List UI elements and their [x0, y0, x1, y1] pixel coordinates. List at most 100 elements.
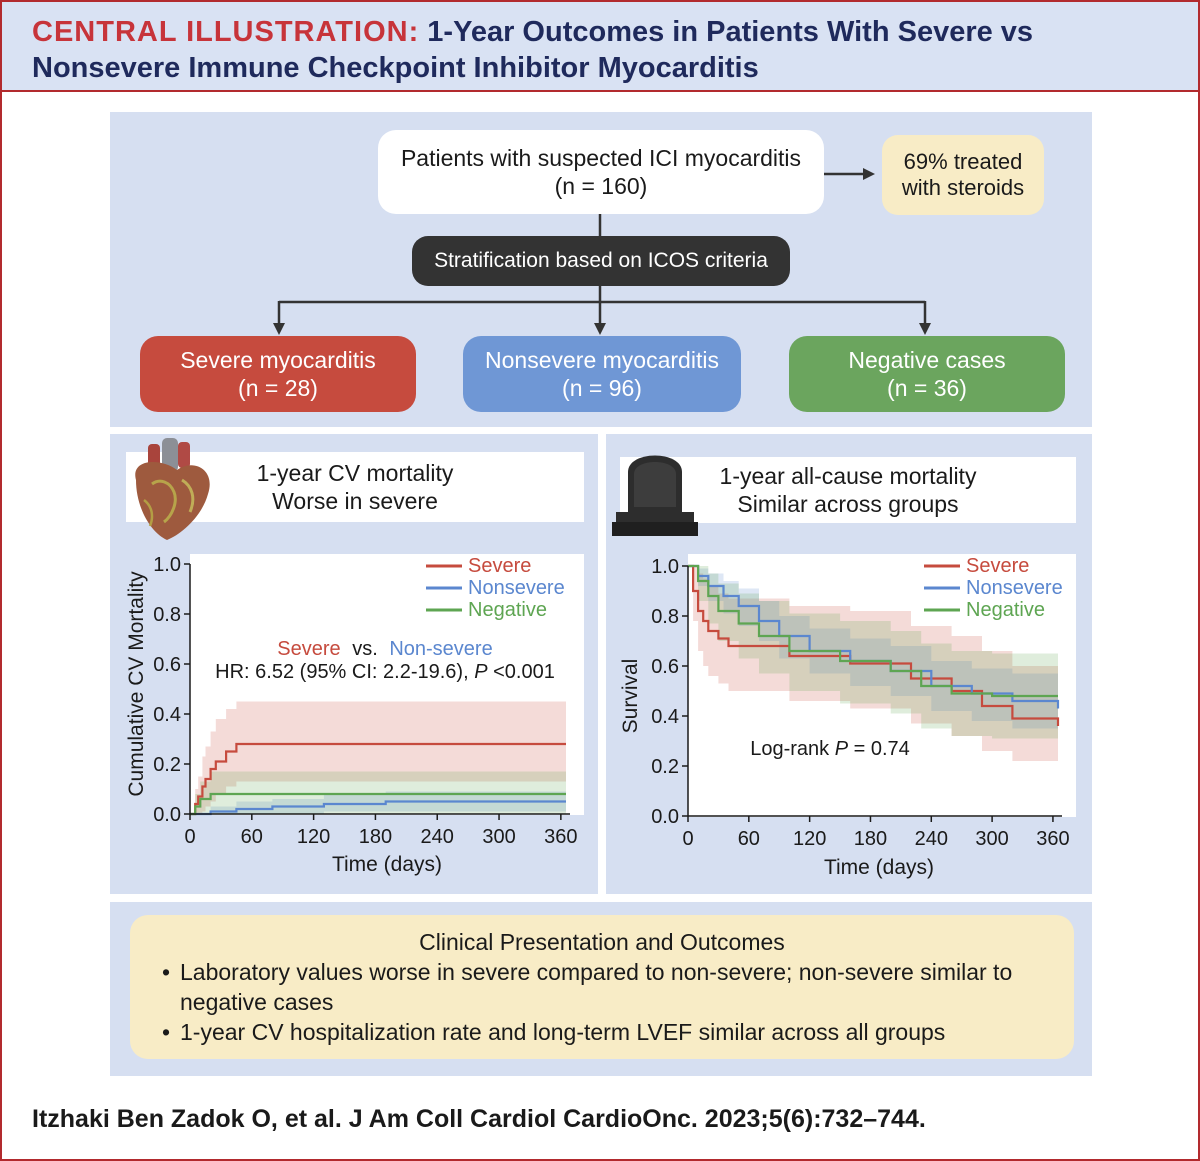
steroids-label-1: 69% treated	[903, 149, 1023, 174]
y-tick-label: 1.0	[153, 554, 181, 576]
patients-box: Patients with suspected ICI myocarditis …	[378, 130, 824, 214]
legend-label-nonsevere: Nonsevere	[966, 577, 1063, 599]
summary-bullet-1: • Laboratory values worse in severe comp…	[130, 957, 1074, 1017]
series-line-severe	[190, 742, 566, 816]
series-line-nonsevere	[688, 564, 1060, 709]
legend-label-negative: Negative	[966, 599, 1045, 621]
legend-label-severe: Severe	[966, 555, 1029, 577]
y-tick-label: 0.4	[153, 704, 181, 726]
negative-box: Negative cases (n = 36)	[789, 336, 1065, 412]
ci-band-nonsevere	[190, 791, 566, 814]
negative-count: (n = 36)	[887, 375, 967, 401]
ci-band-negative	[688, 566, 1058, 739]
ci-band-severe	[190, 701, 566, 814]
hr-p: P	[474, 661, 488, 683]
header-bar: CENTRAL ILLUSTRATION: 1-Year Outcomes in…	[2, 2, 1198, 92]
y-tick-label: 0.6	[651, 656, 679, 678]
nonsevere-box: Nonsevere myocarditis (n = 96)	[463, 336, 741, 412]
nonsevere-label: Nonsevere myocarditis	[485, 347, 719, 373]
severe-box: Severe myocarditis (n = 28)	[140, 336, 416, 412]
patients-label: Patients with suspected ICI myocarditis	[400, 145, 802, 171]
x-tick-label: 180	[359, 826, 392, 848]
y-axis-label: Survival	[619, 659, 642, 734]
logrank-p: P	[835, 738, 849, 760]
x-tick-label: 180	[854, 828, 887, 850]
plot-area	[688, 554, 1076, 817]
hr-value: HR: 6.52 (95% CI: 2.2-19.6), P <0.001	[215, 661, 555, 683]
legend-label-severe: Severe	[468, 555, 531, 577]
severe-count: (n = 28)	[238, 375, 318, 401]
series-line-nonsevere	[190, 800, 566, 816]
x-tick-label: 120	[297, 826, 330, 848]
hr-nonsevere: Non-severe	[389, 638, 492, 660]
y-tick-label: 0.0	[153, 804, 181, 826]
y-tick-label: 0.2	[153, 754, 181, 776]
logrank-prefix: Log-rank	[750, 738, 835, 760]
negative-label: Negative cases	[848, 347, 1006, 373]
plot-area	[190, 554, 584, 815]
all-cause-title-1: 1-year all-cause mortality	[719, 463, 977, 489]
y-tick-label: 0.6	[153, 654, 181, 676]
all-cause-title-2: Similar across groups	[737, 491, 959, 517]
y-tick-label: 0.0	[651, 806, 679, 828]
y-axis-label: Cumulative CV Mortality	[125, 571, 148, 797]
x-tick-label: 0	[682, 828, 693, 850]
series-line-negative	[688, 564, 1058, 698]
x-tick-label: 240	[915, 828, 948, 850]
bullet-2-text: 1-year CV hospitalization rate and long-…	[180, 1019, 946, 1045]
x-tick-label: 240	[421, 826, 454, 848]
x-tick-label: 300	[975, 828, 1008, 850]
logrank-label: Log-rank P = 0.74	[750, 738, 910, 760]
all-cause-mortality-title: 1-year all-cause mortality Similar acros…	[620, 457, 1076, 523]
steroids-box: 69% treated with steroids	[882, 135, 1044, 215]
hr-severe: Severe	[277, 638, 340, 660]
hr-prefix: HR: 6.52 (95% CI: 2.2-19.6),	[215, 661, 474, 683]
page-title: CENTRAL ILLUSTRATION: 1-Year Outcomes in…	[32, 14, 1182, 86]
hr-vs: vs.	[352, 638, 378, 660]
x-tick-label: 360	[544, 826, 577, 848]
x-tick-label: 60	[738, 828, 760, 850]
ci-band-severe	[688, 566, 1058, 769]
stratification-label: Stratification based on ICOS criteria	[434, 249, 768, 272]
severe-label: Severe myocarditis	[180, 347, 376, 373]
title-label: CENTRAL ILLUSTRATION:	[32, 16, 420, 48]
hr-comparison: Severe vs. Non-severe	[277, 638, 492, 660]
x-tick-label: 60	[241, 826, 263, 848]
stratification-box: Stratification based on ICOS criteria	[412, 236, 790, 286]
y-tick-label: 0.8	[153, 604, 181, 626]
hr-suffix: <0.001	[488, 661, 555, 683]
y-tick-label: 0.4	[651, 706, 679, 728]
x-axis-label: Time (days)	[332, 853, 442, 876]
title-text: 1-Year Outcomes in Patients With Severe …	[32, 16, 1034, 84]
y-tick-label: 0.2	[651, 756, 679, 778]
cv-mortality-title-2: Worse in severe	[272, 488, 438, 514]
citation: Itzhaki Ben Zadok O, et al. J Am Coll Ca…	[32, 1105, 926, 1133]
series-line-negative	[190, 792, 566, 816]
x-tick-label: 360	[1036, 828, 1069, 850]
bullet-dot: •	[162, 1019, 171, 1045]
cv-mortality-title-1: 1-year CV mortality	[256, 460, 454, 486]
x-tick-label: 300	[482, 826, 515, 848]
y-tick-label: 1.0	[651, 556, 679, 578]
summary-box: Clinical Presentation and Outcomes • Lab…	[130, 915, 1074, 1059]
nonsevere-count: (n = 96)	[562, 375, 642, 401]
bullet-1-line-1: Laboratory values worse in severe compar…	[180, 959, 1013, 985]
x-tick-label: 0	[184, 826, 195, 848]
logrank-suffix: = 0.74	[848, 738, 910, 760]
x-axis-label: Time (days)	[824, 856, 934, 879]
legend-label-negative: Negative	[468, 599, 547, 621]
bullet-1-line-2: negative cases	[180, 989, 334, 1015]
y-tick-label: 0.8	[651, 606, 679, 628]
patients-count: (n = 160)	[554, 173, 648, 199]
summary-title: Clinical Presentation and Outcomes	[419, 929, 785, 955]
summary-bullet-2: • 1-year CV hospitalization rate and lon…	[130, 1017, 1074, 1047]
bullet-dot: •	[162, 959, 171, 985]
steroids-label-2: with steroids	[901, 175, 1025, 200]
ci-band-negative	[190, 771, 566, 814]
x-tick-label: 120	[793, 828, 826, 850]
legend-label-nonsevere: Nonsevere	[468, 577, 565, 599]
